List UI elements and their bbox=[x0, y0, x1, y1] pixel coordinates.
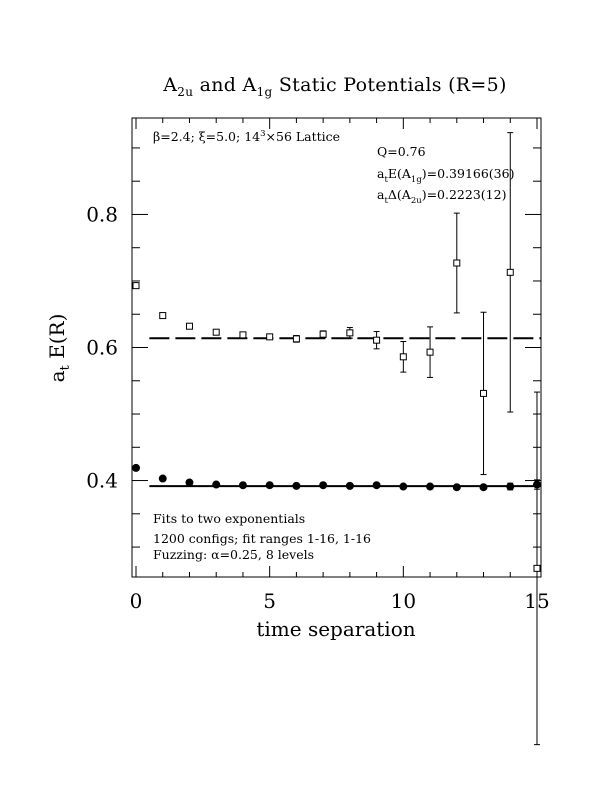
x-tick-label: 0 bbox=[130, 589, 143, 613]
data-point-a2u bbox=[480, 389, 488, 397]
data-point-a2u bbox=[533, 564, 541, 572]
data-point-a1g bbox=[532, 480, 541, 489]
lattice-superscript: 3 bbox=[260, 129, 265, 139]
energy-subscript: t bbox=[384, 175, 388, 185]
data-point-a2u bbox=[185, 322, 193, 330]
x-tick-label: 10 bbox=[391, 589, 416, 613]
data-point-a1g bbox=[399, 482, 408, 491]
data-point-a1g bbox=[132, 463, 141, 472]
energy-subscript: 1g bbox=[411, 175, 422, 185]
q-value-annotation: Q=0.76 bbox=[377, 144, 426, 159]
data-point-a1g bbox=[238, 481, 247, 490]
y-label-part: a bbox=[45, 370, 69, 382]
y-tick-label: 0.6 bbox=[86, 336, 118, 360]
fit-lines bbox=[149, 337, 541, 488]
axis-ticks bbox=[132, 118, 541, 577]
y-tick-label: 0.4 bbox=[86, 469, 118, 493]
data-point-a1g bbox=[158, 474, 167, 483]
fit-note-1: Fits to two exponentials bbox=[153, 511, 305, 526]
data-point-a2u bbox=[319, 330, 327, 338]
x-tick-label: 5 bbox=[263, 589, 276, 613]
y-label-part: E(R) bbox=[45, 314, 69, 366]
title-part: A bbox=[162, 74, 177, 96]
delta-annotation: atΔ(A2u)=0.2223(12) bbox=[377, 187, 506, 206]
title-part: and A bbox=[193, 74, 256, 96]
x-axis-label: time separation bbox=[256, 617, 415, 641]
annotations: β=2.4; ξ=5.0; 143×56 Lattice Q=0.76 atE(… bbox=[153, 129, 514, 562]
data-point-a1g bbox=[292, 481, 301, 490]
delta-part: Δ(A bbox=[388, 187, 412, 202]
data-point-a1g bbox=[479, 483, 488, 492]
delta-subscript: t bbox=[384, 196, 388, 206]
lattice-size: 14 bbox=[244, 129, 260, 144]
data-point-a1g bbox=[345, 481, 354, 490]
delta-part: )=0.2223(12) bbox=[422, 187, 507, 202]
lattice-annotation: β=2.4; ξ=5.0; 143×56 Lattice bbox=[153, 129, 340, 144]
data-point-a2u bbox=[426, 348, 434, 356]
data-point-a2u bbox=[399, 353, 407, 361]
data-point-a2u bbox=[212, 328, 220, 336]
data-point-a1g bbox=[212, 480, 221, 489]
data-point-a2u bbox=[453, 259, 461, 267]
data-point-a1g bbox=[506, 482, 515, 491]
data-point-a1g bbox=[452, 483, 461, 492]
fit-note-2: 1200 configs; fit ranges 1-16, 1-16 bbox=[153, 531, 371, 546]
fit-note-3: Fuzzing: α=0.25, 8 levels bbox=[153, 547, 314, 562]
delta-part: a bbox=[377, 187, 385, 202]
energy-part: a bbox=[377, 166, 385, 181]
data-point-a2u bbox=[266, 333, 274, 341]
delta-subscript: 2u bbox=[411, 196, 422, 206]
energy-part: )=0.39166(36) bbox=[422, 166, 515, 181]
axis-tick-labels: 0 5 10 150.40.60.8 bbox=[86, 202, 550, 613]
lattice-beta: β=2.4; bbox=[153, 129, 199, 144]
data-point-a1g bbox=[426, 482, 435, 491]
data-point-a2u bbox=[346, 329, 354, 337]
data-point-a1g bbox=[185, 478, 194, 487]
lattice-xi: ξ=5.0; bbox=[199, 129, 244, 144]
data-point-a2u bbox=[506, 268, 514, 276]
energy-part: E(A bbox=[388, 166, 412, 181]
data-point-a2u bbox=[239, 331, 247, 339]
lattice-size: ×56 Lattice bbox=[266, 129, 341, 144]
data-marks bbox=[132, 132, 541, 746]
data-point-a1g bbox=[265, 481, 274, 490]
title-part: Static Potentials (R=5) bbox=[273, 74, 507, 96]
data-point-a2u bbox=[159, 312, 167, 320]
data-point-a1g bbox=[319, 481, 328, 490]
data-point-a2u bbox=[132, 282, 140, 290]
y-axis-label: at E(R) bbox=[45, 314, 73, 383]
y-label-subscript: t bbox=[58, 364, 73, 370]
energy-annotation: atE(A1g)=0.39166(36) bbox=[377, 166, 514, 185]
chart-title: A2u and A1g Static Potentials (R=5) bbox=[162, 74, 506, 99]
data-point-a2u bbox=[373, 336, 381, 344]
data-point-a2u bbox=[292, 335, 300, 343]
data-point-a1g bbox=[372, 481, 381, 490]
title-subscript: 1g bbox=[257, 85, 273, 99]
y-tick-label: 0.8 bbox=[86, 202, 118, 226]
title-subscript: 2u bbox=[177, 85, 193, 99]
